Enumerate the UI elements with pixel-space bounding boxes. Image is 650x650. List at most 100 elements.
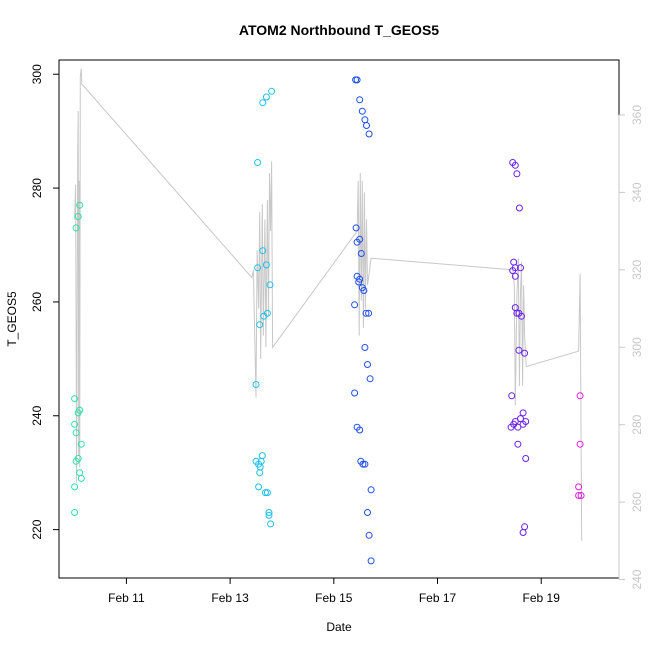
- x-tick-label: Feb 15: [315, 591, 353, 605]
- data-point: [519, 529, 527, 536]
- temperature-line-layer: [74, 68, 583, 541]
- data-point: [267, 520, 275, 528]
- x-tick-label: Feb 11: [108, 591, 145, 605]
- data-point: [362, 309, 370, 317]
- data-point-layer: [71, 76, 585, 565]
- data-point: [357, 250, 365, 257]
- data-point: [358, 107, 366, 115]
- secondary-y-axis: 240 260 280 300 320 340 360: [618, 105, 644, 590]
- secondary-tick-label: 260: [630, 492, 644, 512]
- data-point: [268, 87, 276, 95]
- data-point: [259, 247, 267, 255]
- data-point: [365, 130, 373, 138]
- data-point: [71, 420, 79, 428]
- y-tick-label: 280: [30, 178, 44, 198]
- data-point: [522, 455, 530, 462]
- plot-frame: [58, 59, 620, 579]
- secondary-tick-label: 280: [630, 414, 644, 434]
- data-point: [261, 489, 269, 497]
- x-axis-label: Date: [326, 620, 352, 634]
- data-point: [262, 261, 270, 269]
- data-point: [72, 224, 80, 232]
- y-axis-label: T_GEOS5: [5, 291, 19, 347]
- secondary-tick-label: 320: [630, 260, 644, 280]
- x-axis: Feb 11 Feb 13 Feb 15 Feb 17 Feb 19: [108, 577, 561, 605]
- data-point: [351, 389, 359, 397]
- data-point: [254, 264, 262, 272]
- data-point: [262, 93, 270, 101]
- data-point: [360, 287, 368, 294]
- data-point: [356, 235, 364, 243]
- data-point: [256, 321, 264, 329]
- data-point: [575, 492, 583, 499]
- data-point: [364, 361, 371, 368]
- data-point: [513, 170, 521, 178]
- data-point: [259, 99, 267, 107]
- data-point: [76, 469, 84, 477]
- data-point: [509, 267, 517, 275]
- secondary-tick-label: 300: [630, 337, 644, 357]
- data-point: [576, 392, 584, 400]
- data-point: [266, 281, 274, 289]
- data-point: [518, 312, 525, 320]
- data-point: [71, 509, 79, 516]
- data-point: [353, 76, 361, 84]
- data-point: [255, 483, 263, 491]
- data-point: [356, 96, 364, 104]
- data-point: [71, 483, 79, 491]
- data-point: [76, 201, 84, 209]
- secondary-tick-label: 340: [630, 182, 644, 202]
- data-point: [367, 557, 375, 565]
- data-point: [74, 213, 82, 220]
- data-point: [77, 440, 85, 448]
- data-point: [71, 395, 79, 403]
- data-point: [359, 460, 367, 468]
- data-point: [361, 116, 369, 124]
- data-point: [517, 415, 524, 423]
- x-tick-label: Feb 13: [211, 591, 249, 605]
- data-point: [517, 264, 524, 272]
- data-point: [515, 346, 523, 354]
- data-point: [256, 469, 264, 477]
- data-point: [252, 381, 260, 388]
- data-point: [519, 409, 527, 417]
- data-point: [521, 349, 529, 357]
- secondary-tick-label: 360: [630, 105, 644, 125]
- data-point: [365, 309, 373, 317]
- y-tick-label: 240: [30, 405, 44, 425]
- data-point: [366, 375, 374, 383]
- y-tick-label: 260: [30, 292, 44, 312]
- data-point: [508, 392, 516, 400]
- data-point: [510, 258, 518, 266]
- data-point: [515, 204, 523, 212]
- data-point: [363, 122, 370, 129]
- data-point: [72, 429, 80, 437]
- data-point: [576, 440, 584, 448]
- data-point: [361, 460, 369, 468]
- data-point: [514, 440, 522, 448]
- data-point: [575, 483, 583, 491]
- data-point: [77, 474, 85, 482]
- data-point: [351, 301, 359, 309]
- data-point: [263, 489, 271, 497]
- data-point: [511, 272, 519, 280]
- data-point: [577, 492, 585, 499]
- data-point: [258, 452, 266, 460]
- y-tick-label: 300: [30, 64, 44, 84]
- data-point: [263, 309, 271, 317]
- y-axis: 220 240 260 280 300: [30, 64, 59, 540]
- data-point: [265, 509, 273, 516]
- data-point: [367, 486, 375, 494]
- data-point: [522, 418, 530, 425]
- data-point: [511, 161, 519, 169]
- x-tick-label: Feb 19: [523, 591, 561, 605]
- data-point: [76, 406, 84, 414]
- temperature-line: [74, 68, 583, 541]
- data-point: [74, 455, 82, 462]
- data-point: [361, 344, 369, 351]
- data-point: [365, 531, 373, 539]
- data-point: [511, 418, 519, 425]
- data-point: [511, 304, 519, 312]
- secondary-tick-label: 240: [630, 569, 644, 589]
